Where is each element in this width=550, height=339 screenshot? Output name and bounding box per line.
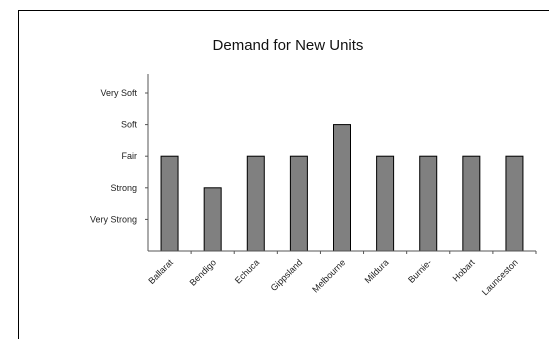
bars-group [160, 124, 524, 252]
bar-burnie [419, 155, 438, 252]
y-tick-label: Very Strong [90, 214, 137, 224]
bar-echuca [246, 155, 265, 252]
x-tick-label: Echuca [233, 257, 261, 285]
y-tick-label: Strong [110, 183, 137, 193]
bar-bendigo [203, 187, 222, 252]
x-tick-label: Mildura [363, 257, 391, 285]
y-tick-label: Soft [121, 120, 138, 130]
bar-mildura [376, 155, 395, 252]
bar-launceston [505, 155, 524, 252]
x-tick-label: Melbourne [310, 257, 347, 294]
bar-ballarat [160, 155, 179, 252]
y-axis: Very Strong Strong Fair Soft Very Soft [90, 74, 149, 251]
chart-title: Demand for New Units [213, 37, 364, 54]
x-tick-label: Bendigo [188, 257, 218, 287]
x-tick-label: Ballarat [146, 257, 175, 286]
x-axis: Ballarat Bendigo Echuca Gippsland Melbourne M… [146, 250, 537, 297]
x-tick-label: Gippsland [269, 257, 305, 293]
bar-melbourne [333, 124, 351, 252]
x-tick-label: Hobart [451, 257, 478, 284]
x-tick-label: Burnie- [406, 257, 434, 285]
x-tick-label: Launceston [480, 257, 520, 297]
y-tick-label: Fair [122, 151, 138, 161]
chart-frame [18, 10, 549, 339]
bar-hobart [462, 155, 481, 252]
bar-gippsland [289, 155, 308, 252]
y-tick-label: Very Soft [100, 88, 137, 98]
